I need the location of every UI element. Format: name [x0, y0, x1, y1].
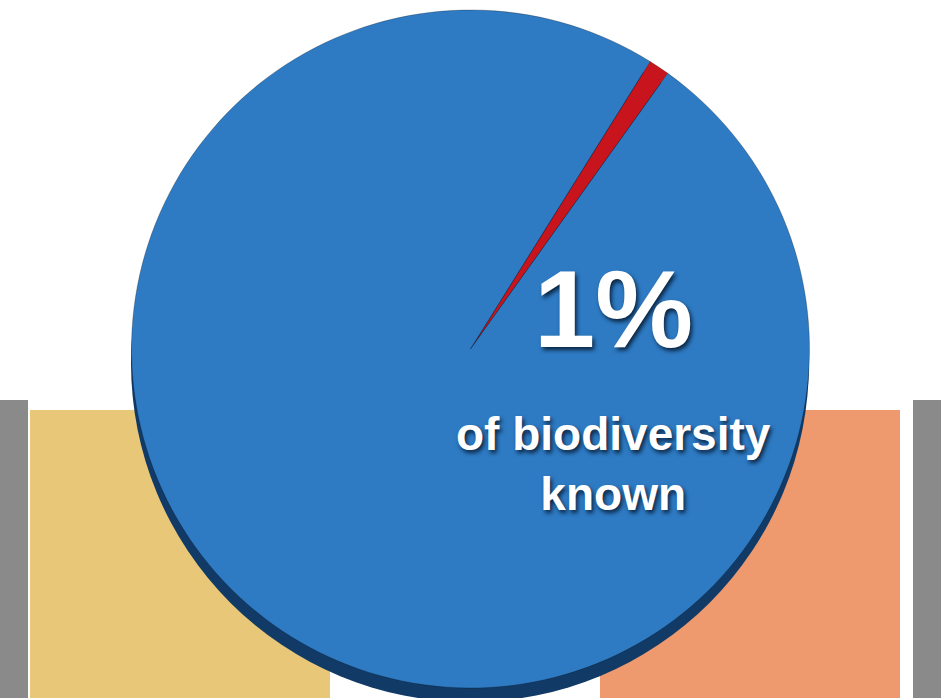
svg-text:of biodiversityknown: of biodiversityknown — [456, 408, 771, 520]
svg-text:1%: 1% — [534, 247, 693, 370]
